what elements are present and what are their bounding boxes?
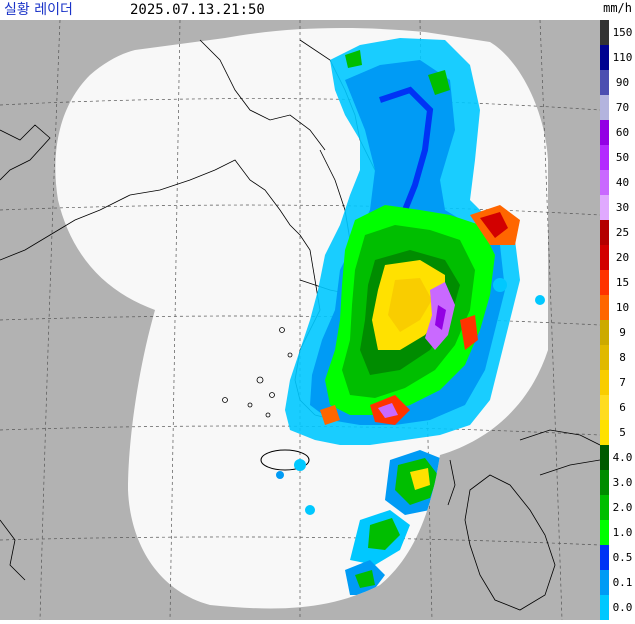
legend-swatch xyxy=(600,95,609,120)
legend-label: 30 xyxy=(615,200,630,214)
legend-label: 20 xyxy=(615,250,630,264)
legend-color-bar xyxy=(600,20,609,620)
legend-swatch xyxy=(600,320,609,345)
legend-label: 8 xyxy=(619,350,626,364)
legend-label: 0.0 xyxy=(612,600,633,614)
legend-swatch xyxy=(600,170,609,195)
legend-swatch xyxy=(600,595,609,620)
legend-label: 15 xyxy=(615,275,630,289)
legend-label: 60 xyxy=(615,125,630,139)
legend-swatch xyxy=(600,345,609,370)
legend-label: 25 xyxy=(615,225,630,239)
legend-label: 10 xyxy=(615,300,630,314)
legend-label: 1.0 xyxy=(612,525,633,539)
legend-label: 70 xyxy=(615,100,630,114)
legend-swatch xyxy=(600,120,609,145)
legend-swatch xyxy=(600,570,609,595)
legend-label: 6 xyxy=(619,400,626,414)
precipitation-echoes xyxy=(276,38,545,595)
legend-swatch xyxy=(600,470,609,495)
legend-swatch xyxy=(600,45,609,70)
radar-map-canvas xyxy=(0,19,601,621)
radar-map[interactable] xyxy=(0,19,601,621)
legend-swatch xyxy=(600,370,609,395)
legend-swatch xyxy=(600,545,609,570)
legend-label: 2.0 xyxy=(612,500,633,514)
observation-timestamp: 2025.07.13.21:50 xyxy=(130,2,265,18)
legend-label: 5 xyxy=(619,425,626,439)
legend-label: 0.5 xyxy=(612,550,633,564)
legend-label: 50 xyxy=(615,150,630,164)
legend-swatch xyxy=(600,520,609,545)
legend-swatch xyxy=(600,395,609,420)
precipitation-legend: 150 110 90 70 60 50 40 30 25 20 15 10 9 8 7 6 5 4.0 3.0 2.0… xyxy=(600,20,635,620)
legend-swatch xyxy=(600,245,609,270)
legend-swatch xyxy=(600,445,609,470)
legend-label: 90 xyxy=(615,75,630,89)
legend-label: 110 xyxy=(612,50,633,64)
legend-swatch xyxy=(600,195,609,220)
legend-label: 7 xyxy=(619,375,626,389)
legend-unit: mm/h xyxy=(603,1,632,15)
legend-label: 0.1 xyxy=(612,575,633,589)
legend-label: 3.0 xyxy=(612,475,633,489)
legend-swatch xyxy=(600,495,609,520)
legend-label: 4.0 xyxy=(612,450,633,464)
page-title: 실황 레이더 xyxy=(4,2,73,18)
legend-swatch xyxy=(600,70,609,95)
legend-label: 150 xyxy=(612,25,633,39)
legend-swatch xyxy=(600,220,609,245)
legend-swatch xyxy=(600,420,609,445)
legend-label: 9 xyxy=(619,325,626,339)
legend-swatch xyxy=(600,270,609,295)
legend-label: 40 xyxy=(615,175,630,189)
legend-swatch xyxy=(600,145,609,170)
legend-swatch xyxy=(600,295,609,320)
legend-swatch xyxy=(600,20,609,45)
